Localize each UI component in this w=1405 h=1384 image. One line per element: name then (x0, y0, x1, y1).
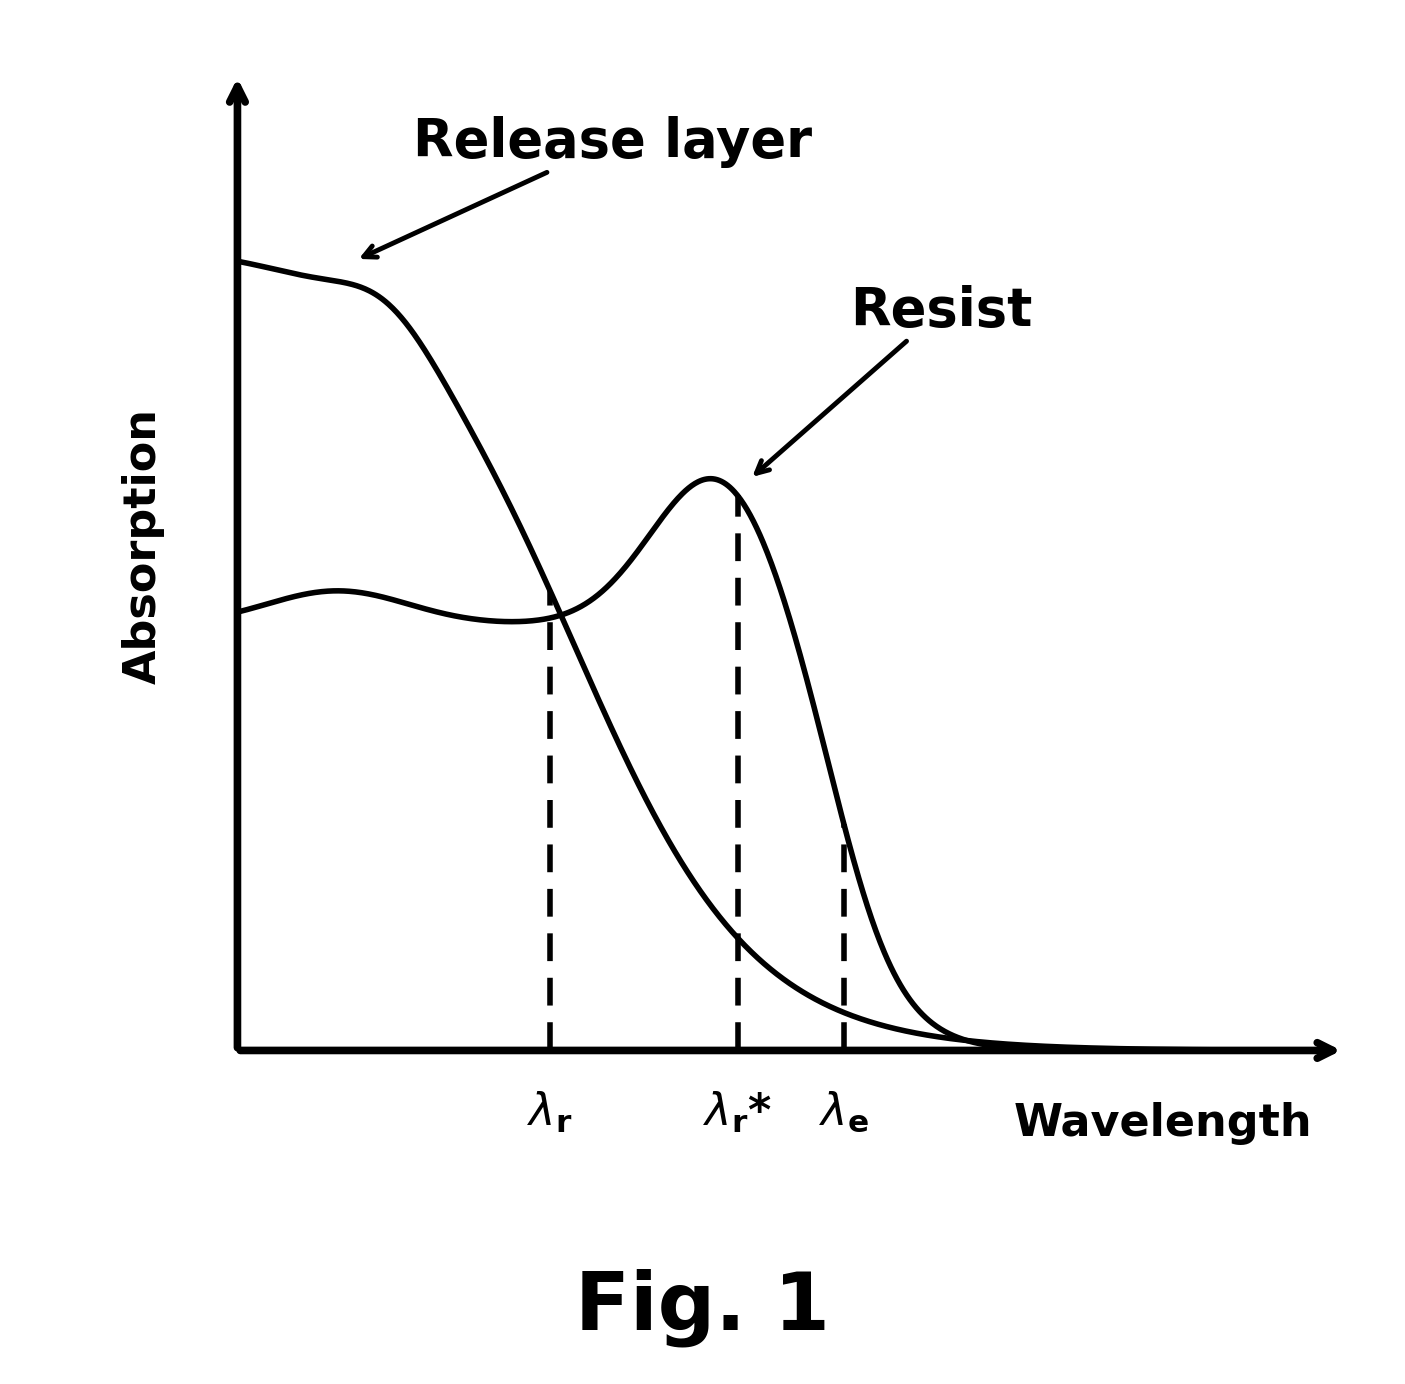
Text: $\lambda_\mathbf{e}$: $\lambda_\mathbf{e}$ (819, 1089, 868, 1135)
Text: Resist: Resist (756, 285, 1033, 473)
Text: Absorption: Absorption (122, 408, 166, 684)
Text: $\lambda_\mathbf{r}$*: $\lambda_\mathbf{r}$* (702, 1089, 773, 1135)
Text: Release layer: Release layer (364, 116, 812, 257)
Text: $\lambda_\mathbf{r}$: $\lambda_\mathbf{r}$ (527, 1089, 573, 1135)
Text: Wavelength: Wavelength (1013, 1102, 1312, 1145)
Text: Fig. 1: Fig. 1 (575, 1269, 830, 1347)
